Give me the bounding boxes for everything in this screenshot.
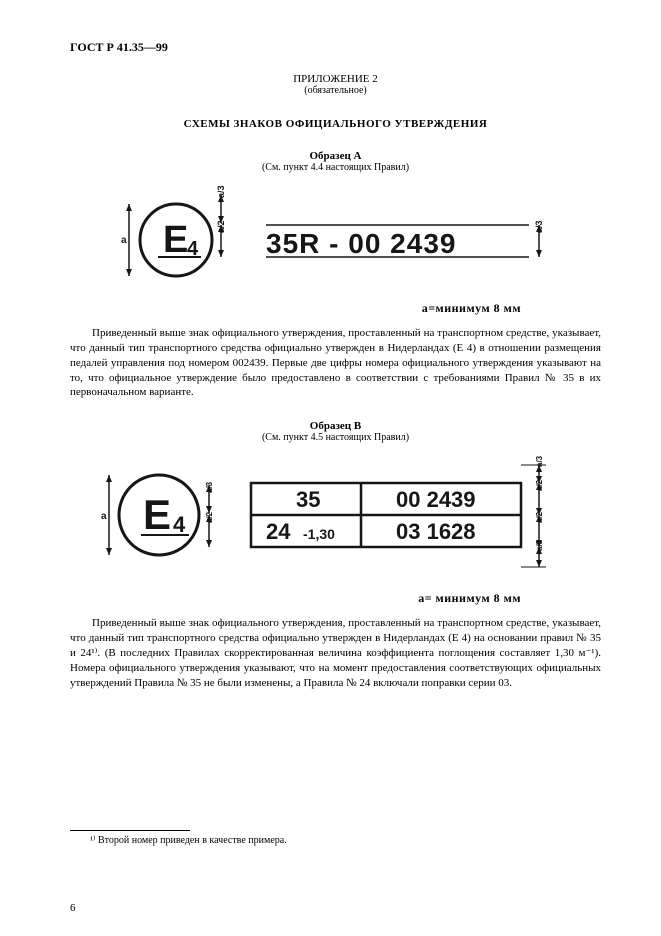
dim-a3-bot: a/3 (535, 540, 544, 552)
figure-b: E 4 a a/3 a/2 35 00 2439 2 (70, 455, 601, 585)
dim-a2-a: a/2 (216, 220, 226, 233)
caption-a: а=минимум 8 мм (70, 301, 601, 316)
caption-b: а= минимум 8 мм (70, 591, 601, 606)
sample-a-sub: (См. пункт 4.4 настоящих Правил) (70, 162, 601, 173)
paragraph-b: Приведенный выше знак официального утвер… (70, 616, 601, 690)
dim-a-left-b: a (101, 511, 107, 522)
mark-letter: E (163, 219, 188, 261)
dim-a3-b: a/3 (205, 482, 214, 494)
figure-a: E 4 a a/3 a/2 35R - 00 2439 (70, 185, 601, 295)
dim-a2-b: a/2 (205, 512, 214, 524)
footnote-rule (70, 830, 190, 831)
sample-b-sub: (См. пункт 4.5 настоящих Правил) (70, 432, 601, 443)
appendix-sub: (обязательное) (70, 85, 601, 96)
page-number: 6 (70, 902, 76, 914)
mark-number-b: 4 (173, 512, 186, 537)
cell-r2c1-sub: -1,30 (303, 526, 335, 542)
sample-b-title: Образец В (70, 420, 601, 432)
footnote: ¹⁾ Второй номер приведен в качестве прим… (70, 835, 601, 846)
dim-a3-a: a/3 (216, 185, 226, 198)
cell-r1c2: 00 2439 (396, 487, 476, 512)
cell-r2c2: 03 1628 (396, 519, 476, 544)
dim-a2-bot: a/2 (535, 512, 544, 524)
page: ГОСТ Р 41.35—99 ПРИЛОЖЕНИЕ 2 (обязательн… (0, 0, 661, 936)
dim-a2-top: a/2 (535, 480, 544, 492)
approval-number-a: 35R - 00 2439 (266, 228, 456, 259)
cell-r1c1: 35 (296, 487, 320, 512)
dim-a3-right-a: a/3 (534, 220, 544, 233)
paragraph-a: Приведенный выше знак официального утвер… (70, 326, 601, 400)
appendix-title: ПРИЛОЖЕНИЕ 2 (70, 73, 601, 85)
schemes-title: СХЕМЫ ЗНАКОВ ОФИЦИАЛЬНОГО УТВЕРЖДЕНИЯ (70, 118, 601, 130)
sample-a-title: Образец А (70, 150, 601, 162)
mark-letter-b: E (143, 491, 171, 538)
dim-a-left: a (121, 235, 127, 246)
cell-r2c1: 24 (266, 519, 291, 544)
blank-space (70, 710, 601, 830)
header-code: ГОСТ Р 41.35—99 (70, 40, 601, 55)
approval-table: 35 00 2439 24 -1,30 03 1628 (251, 483, 521, 547)
